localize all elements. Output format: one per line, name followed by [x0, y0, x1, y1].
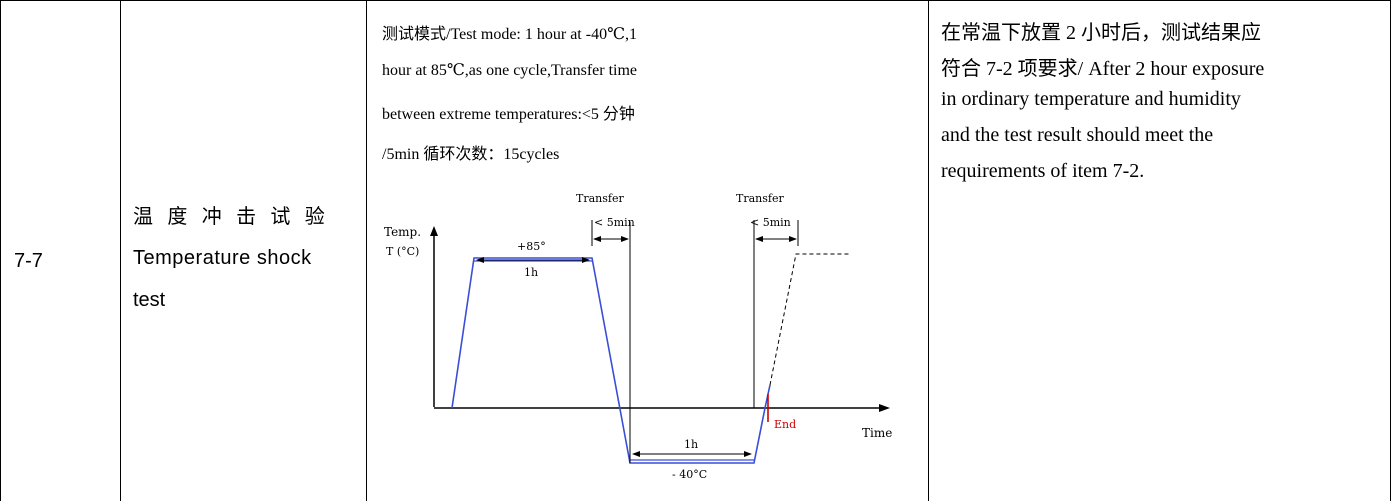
test-name-en-line-1: Temperature shock [133, 247, 312, 269]
y-axis-unit-label: T (°C) [386, 245, 419, 258]
method-line-4: /5min 循环次数：15cycles [382, 146, 560, 163]
transfer-2-arrowhead-right [789, 236, 797, 242]
x-axis-label: Time [862, 426, 892, 440]
column-divider [928, 0, 929, 501]
transfer-label-1: Transfer [576, 192, 624, 205]
temperature-profile [451, 257, 771, 464]
x-axis-arrow [879, 404, 890, 412]
column-divider [366, 0, 367, 501]
high-duration-arrowhead-left [476, 257, 484, 263]
y-axis-label: Temp. [384, 225, 421, 239]
requirement-line-2: 符合 7-2 项要求/ After 2 hour exposure [941, 58, 1265, 80]
item-number: 7-7 [14, 250, 43, 272]
transfer-time-1: < 5min [594, 216, 635, 229]
requirement-line-4: and the test result should meet the [941, 124, 1214, 146]
transfer-label-2: Transfer [736, 192, 784, 205]
next-cycle-dashed-line [769, 253, 850, 386]
low-duration-arrowhead-right [744, 451, 752, 457]
transfer-2-arrowhead-left [755, 236, 763, 242]
high-temp-label: +85° [517, 240, 546, 253]
test-name-en-line-2: test [133, 289, 166, 311]
requirement-line-1: 在常温下放置 2 小时后，测试结果应 [941, 22, 1261, 44]
requirement-line-3: in ordinary temperature and humidity [941, 88, 1241, 110]
transfer-1-arrowhead-right [621, 236, 629, 242]
end-label: End [774, 418, 796, 431]
table-left-border [0, 0, 1, 501]
requirement-line-5: requirements of item 7-2. [941, 160, 1145, 182]
low-temp-label: - 40°C [672, 468, 707, 481]
test-name-cell: 温 度 冲 击 试 验 Temperature shock test [133, 195, 353, 321]
temperature-shock-diagram: Temp. T (°C) Time +85° 1h Transfer < 5mi… [384, 192, 892, 481]
transfer-1-arrowhead-left [593, 236, 601, 242]
method-line-3: between extreme temperatures:<5 分钟 [382, 106, 635, 123]
method-line-2: hour at 85℃,as one cycle,Transfer time [382, 62, 638, 79]
high-duration-label: 1h [524, 266, 538, 279]
low-duration-arrowhead-left [632, 451, 640, 457]
transfer-time-2: < 5min [750, 216, 791, 229]
method-line-1: 测试模式/Test mode: 1 hour at -40℃,1 [382, 26, 637, 43]
test-name-cn: 温 度 冲 击 试 验 [133, 204, 329, 228]
table-top-border [0, 0, 1391, 1]
low-duration-label: 1h [684, 438, 698, 451]
column-divider [120, 0, 121, 501]
high-duration-arrowhead-right [582, 257, 590, 263]
y-axis-arrow [430, 226, 438, 236]
